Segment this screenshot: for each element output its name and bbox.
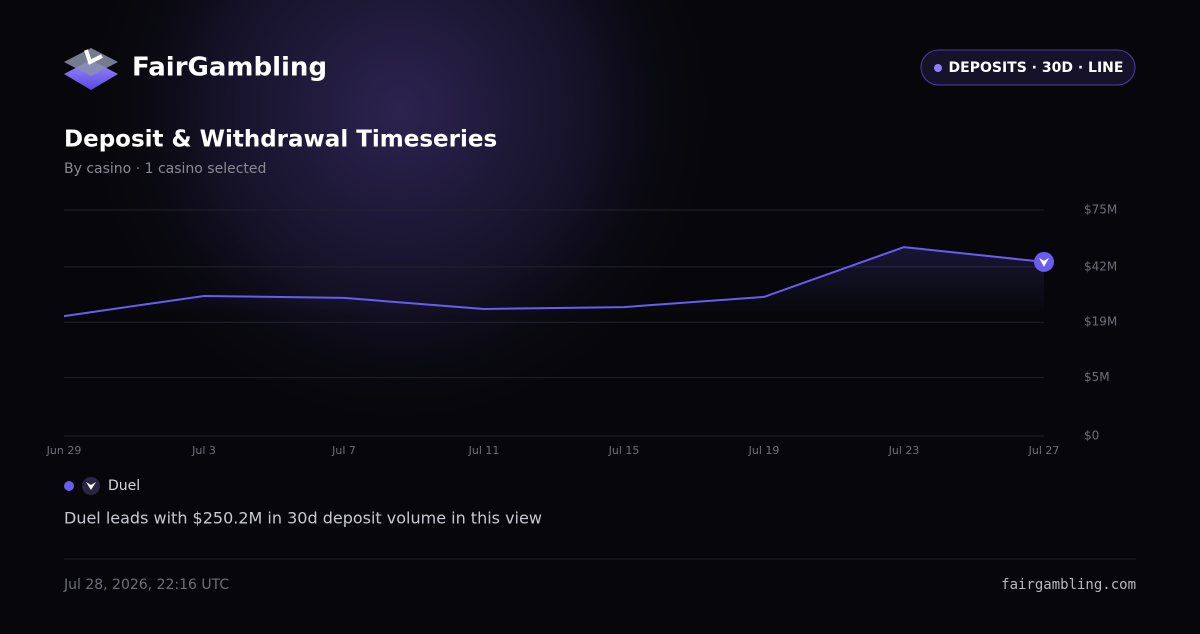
- legend-label: Duel: [108, 478, 140, 494]
- badge: [920, 49, 1136, 86]
- timestamp: Jul 28, 2026, 22:16 UTC: [63, 577, 229, 593]
- x-tick-label: Jul 3: [191, 444, 216, 457]
- summary: Duel leads with $250.2M in 30d deposit v…: [64, 509, 542, 528]
- x-tick-label: Jun 29: [46, 444, 82, 457]
- x-tick-label: Jul 15: [608, 444, 640, 457]
- legend-icon-mark: [86, 482, 96, 490]
- line: [63, 246, 1045, 318]
- domain: fairgambling.com: [1001, 577, 1136, 593]
- x-tick-label: Jul 19: [748, 444, 780, 457]
- y-tick-label: $0: [1084, 429, 1099, 443]
- badge-dot: [934, 64, 942, 72]
- brand: FairGambling: [132, 53, 327, 83]
- end-icon: [1039, 257, 1049, 267]
- x-tick-label: Jul 11: [468, 444, 500, 457]
- y-tick-label: $19M: [1084, 315, 1117, 329]
- x-tick-label: Jul 7: [331, 444, 356, 457]
- legend-swatch: [64, 481, 74, 491]
- chart-subtitle: By casino · 1 casino selected: [64, 161, 266, 177]
- chart-title: Deposit & Withdrawal Timeseries: [64, 127, 497, 153]
- y-tick-label: $75M: [1084, 203, 1117, 217]
- badge-text: DEPOSITS · 30D · LINE: [949, 60, 1124, 76]
- x-tick-label: Jul 23: [888, 444, 920, 457]
- x-tick-label: Jul 27: [1028, 444, 1060, 457]
- area: [64, 247, 1044, 436]
- y-tick-label: $5M: [1084, 370, 1110, 384]
- logo: [64, 48, 118, 90]
- y-tick-label: $42M: [1084, 259, 1117, 273]
